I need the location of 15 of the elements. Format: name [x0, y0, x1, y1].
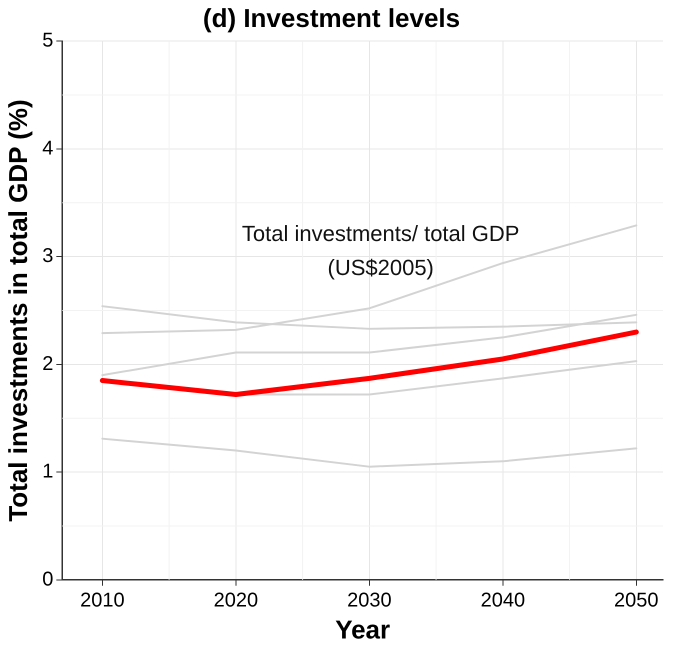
- y-tick-label: 5: [42, 30, 54, 52]
- y-tick-label: 2: [42, 352, 54, 375]
- x-tick-label: 2050: [614, 589, 659, 612]
- y-axis-title: Total investments in total GDP (%): [2, 99, 33, 522]
- annotation: Total investments/ total GDP (US$2005): [242, 221, 520, 280]
- x-axis-title: Year: [335, 614, 390, 645]
- y-tick-label: 1: [42, 460, 54, 483]
- chart-title: (d) Investment levels: [202, 2, 460, 33]
- x-tick-label: 2020: [214, 589, 258, 612]
- x-tick-label: 2030: [347, 589, 392, 612]
- y-tick-label: 4: [42, 137, 54, 160]
- x-tick-label: 2010: [80, 589, 125, 612]
- x-tick-label: 2040: [480, 589, 526, 612]
- y-tick-label: 3: [42, 245, 54, 268]
- y-tick-label: 0: [42, 568, 54, 590]
